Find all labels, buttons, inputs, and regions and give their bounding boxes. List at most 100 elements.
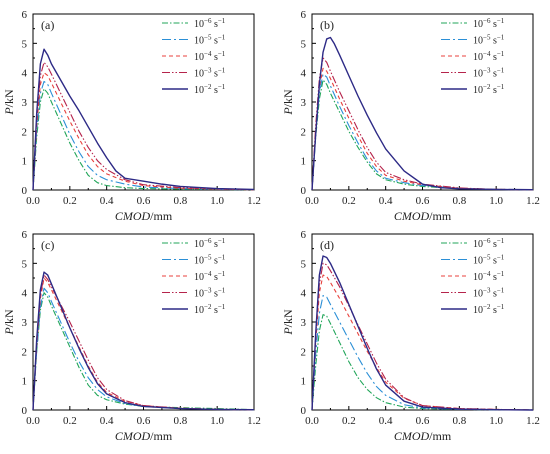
x-tick-label: 1.0 [489,415,503,427]
y-tick-label: 4 [22,288,28,300]
series-line-3 [32,277,255,411]
x-tick-label: 0.8 [452,195,466,207]
series-line-5 [32,48,255,191]
x-axis-label: CMOD/mm [115,429,173,443]
x-tick-label: 0.4 [100,415,114,427]
y-tick-label: 1 [301,156,307,168]
legend-entry-label: 10−4 s−1 [194,50,226,63]
legend-entry-label: 10−2 s−1 [194,303,226,316]
series-line-3 [311,274,534,411]
y-tick-label: 0 [22,185,28,197]
y-tick-label: 5 [22,38,28,50]
x-tick-label: 0.2 [63,195,77,207]
y-tick-label: 2 [301,346,307,358]
x-tick-label: 1.0 [210,415,224,427]
legend-entry-label: 10−5 s−1 [194,254,226,267]
y-tick-label: 1 [22,156,28,168]
series-line-4 [311,57,534,191]
y-tick-label: 0 [22,405,28,417]
x-tick-label: 0.4 [379,415,393,427]
legend-entry-label: 10−2 s−1 [473,303,505,316]
x-axis-label: CMOD/mm [394,209,452,223]
series-line-2 [32,80,255,191]
legend-entry-label: 10−3 s−1 [194,67,226,80]
y-tick-label: 0 [301,405,307,417]
y-tick-label: 1 [301,376,307,388]
y-tick-label: 2 [301,126,307,138]
x-tick-label: 1.2 [526,415,540,427]
y-tick-label: 0 [301,185,307,197]
x-tick-label: 0.6 [416,415,430,427]
x-tick-label: 0.0 [26,195,40,207]
x-tick-label: 1.2 [247,415,261,427]
y-axis-label: P/kN [2,309,16,336]
x-axis-label: CMOD/mm [115,209,173,223]
x-tick-label: 0.0 [305,195,319,207]
y-tick-label: 5 [301,38,307,50]
y-axis-label: P/kN [281,309,295,336]
legend-entry-label: 10−2 s−1 [194,83,226,96]
legend-entry-label: 10−5 s−1 [473,34,505,47]
series-line-2 [32,287,255,411]
x-tick-label: 0.6 [137,415,151,427]
legend-entry-label: 10−3 s−1 [473,67,505,80]
legend-entry-label: 10−4 s−1 [473,50,505,63]
y-tick-label: 2 [22,126,28,138]
y-tick-label: 6 [22,9,28,21]
x-tick-label: 0.6 [416,195,430,207]
legend-entry-label: 10−6 s−1 [194,237,226,250]
y-tick-label: 3 [301,317,307,329]
x-tick-label: 0.0 [26,415,40,427]
y-tick-label: 4 [22,68,28,80]
series-line-4 [311,262,534,411]
x-tick-label: 1.2 [526,195,540,207]
y-tick-label: 3 [301,97,307,109]
y-tick-label: 5 [301,258,307,270]
x-tick-label: 0.8 [173,415,187,427]
x-tick-label: 0.0 [305,415,319,427]
y-axis-label: P/kN [281,89,295,116]
series-line-1 [32,292,255,411]
legend-entry-label: 10−4 s−1 [473,270,505,283]
legend-entry-label: 10−6 s−1 [194,17,226,30]
legend-entry-label: 10−6 s−1 [473,17,505,30]
legend-entry-label: 10−2 s−1 [473,83,505,96]
y-tick-label: 2 [22,346,28,358]
series-line-2 [311,73,534,191]
series-line-4 [32,61,255,191]
x-tick-label: 0.2 [342,415,356,427]
chart-panel-1: 0.0 0.2 0.4 0.6 0.8 1.0 1.2 0 1 2 3 4 5 6 CMOD/mm P/kN (… [2,9,261,223]
y-tick-label: 3 [22,317,28,329]
x-tick-label: 0.8 [173,195,187,207]
y-tick-label: 6 [301,9,307,21]
x-tick-label: 1.0 [489,195,503,207]
x-tick-label: 1.2 [247,195,261,207]
panel-label: (a) [41,18,54,32]
series-line-1 [311,79,534,191]
series-line-5 [32,271,255,411]
x-tick-label: 0.4 [100,195,114,207]
series-line-3 [32,72,255,191]
chart-panel-2: 0.0 0.2 0.4 0.6 0.8 1.0 1.2 0 1 2 3 4 5 6 CMOD/mm P/kN (… [281,9,540,223]
panel-label: (d) [320,238,334,252]
y-tick-label: 1 [22,376,28,388]
panel-label: (c) [41,238,54,252]
legend-entry-label: 10−3 s−1 [473,287,505,300]
y-tick-label: 6 [22,229,28,241]
x-tick-label: 0.2 [342,195,356,207]
legend-entry-label: 10−4 s−1 [194,270,226,283]
y-tick-label: 6 [301,229,307,241]
panel-label: (b) [320,18,334,32]
chart-panel-4: 0.0 0.2 0.4 0.6 0.8 1.0 1.2 0 1 2 3 4 5 6 CMOD/mm P/kN (… [281,229,540,443]
chart-panel-3: 0.0 0.2 0.4 0.6 0.8 1.0 1.2 0 1 2 3 4 5 6 CMOD/mm P/kN (… [2,229,261,443]
y-axis-label: P/kN [2,89,16,116]
series-line-4 [32,274,255,411]
y-tick-label: 4 [301,68,307,80]
y-tick-label: 5 [22,258,28,270]
series-line-5 [311,36,534,191]
x-tick-label: 0.2 [63,415,77,427]
y-tick-label: 3 [22,97,28,109]
x-tick-label: 0.8 [452,415,466,427]
x-axis-label: CMOD/mm [394,429,452,443]
